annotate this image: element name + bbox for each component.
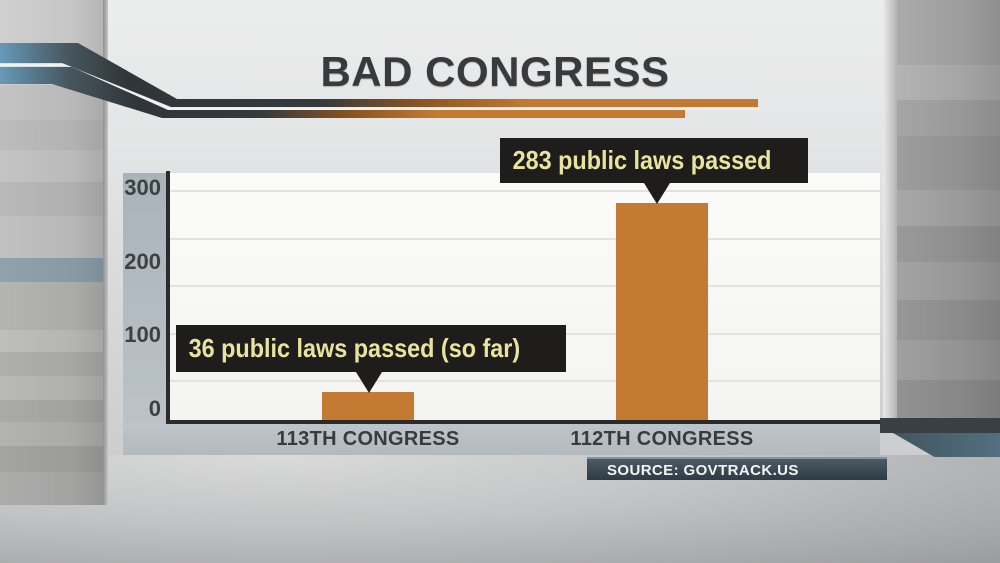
y-axis-line <box>166 171 170 424</box>
swoosh-decoration <box>0 43 760 118</box>
y-tick-label: 300 <box>124 174 161 200</box>
callout-arrow-down-icon <box>356 372 382 393</box>
callout-arrow-down-icon <box>644 183 670 204</box>
page-title: BAD CONGRESS <box>320 48 670 95</box>
gridline <box>170 285 880 287</box>
source-badge: SOURCE: GOVTRACK.US <box>587 457 887 480</box>
x-category-label: 112TH CONGRESS <box>570 428 754 450</box>
gridline <box>170 238 880 240</box>
y-tick-label: 0 <box>148 396 161 421</box>
backdrop-shelf-accent <box>893 433 1000 457</box>
y-tick-label: 100 <box>124 322 161 348</box>
y-axis-ticks: 300 200 100 0 <box>123 0 163 430</box>
plot-area <box>170 173 880 420</box>
callout-112th-text: 283 public laws passed <box>512 145 772 175</box>
left-column-edge <box>103 0 108 505</box>
callout-113th-congress: 36 public laws passed (so far) <box>176 325 566 393</box>
bar-113th-congress <box>322 392 414 420</box>
callout-113th-text: 36 public laws passed (so far) <box>188 333 521 363</box>
gridline <box>170 380 880 382</box>
x-axis-line <box>166 420 880 424</box>
backdrop-shelf <box>876 418 1000 433</box>
right-column-edge <box>883 0 897 433</box>
right-backdrop-column <box>897 0 1000 433</box>
swoosh-upper-band <box>0 43 758 107</box>
bar-112th-congress <box>616 203 708 420</box>
y-axis-strip <box>123 173 166 424</box>
x-category-label: 113TH CONGRESS <box>276 428 460 450</box>
callout-112th-congress: 283 public laws passed <box>500 138 808 204</box>
x-axis-band: 113TH CONGRESS 112TH CONGRESS <box>123 424 880 455</box>
y-tick-label: 200 <box>124 248 161 274</box>
swoosh-lower-band <box>0 67 685 118</box>
gridline <box>170 190 880 192</box>
